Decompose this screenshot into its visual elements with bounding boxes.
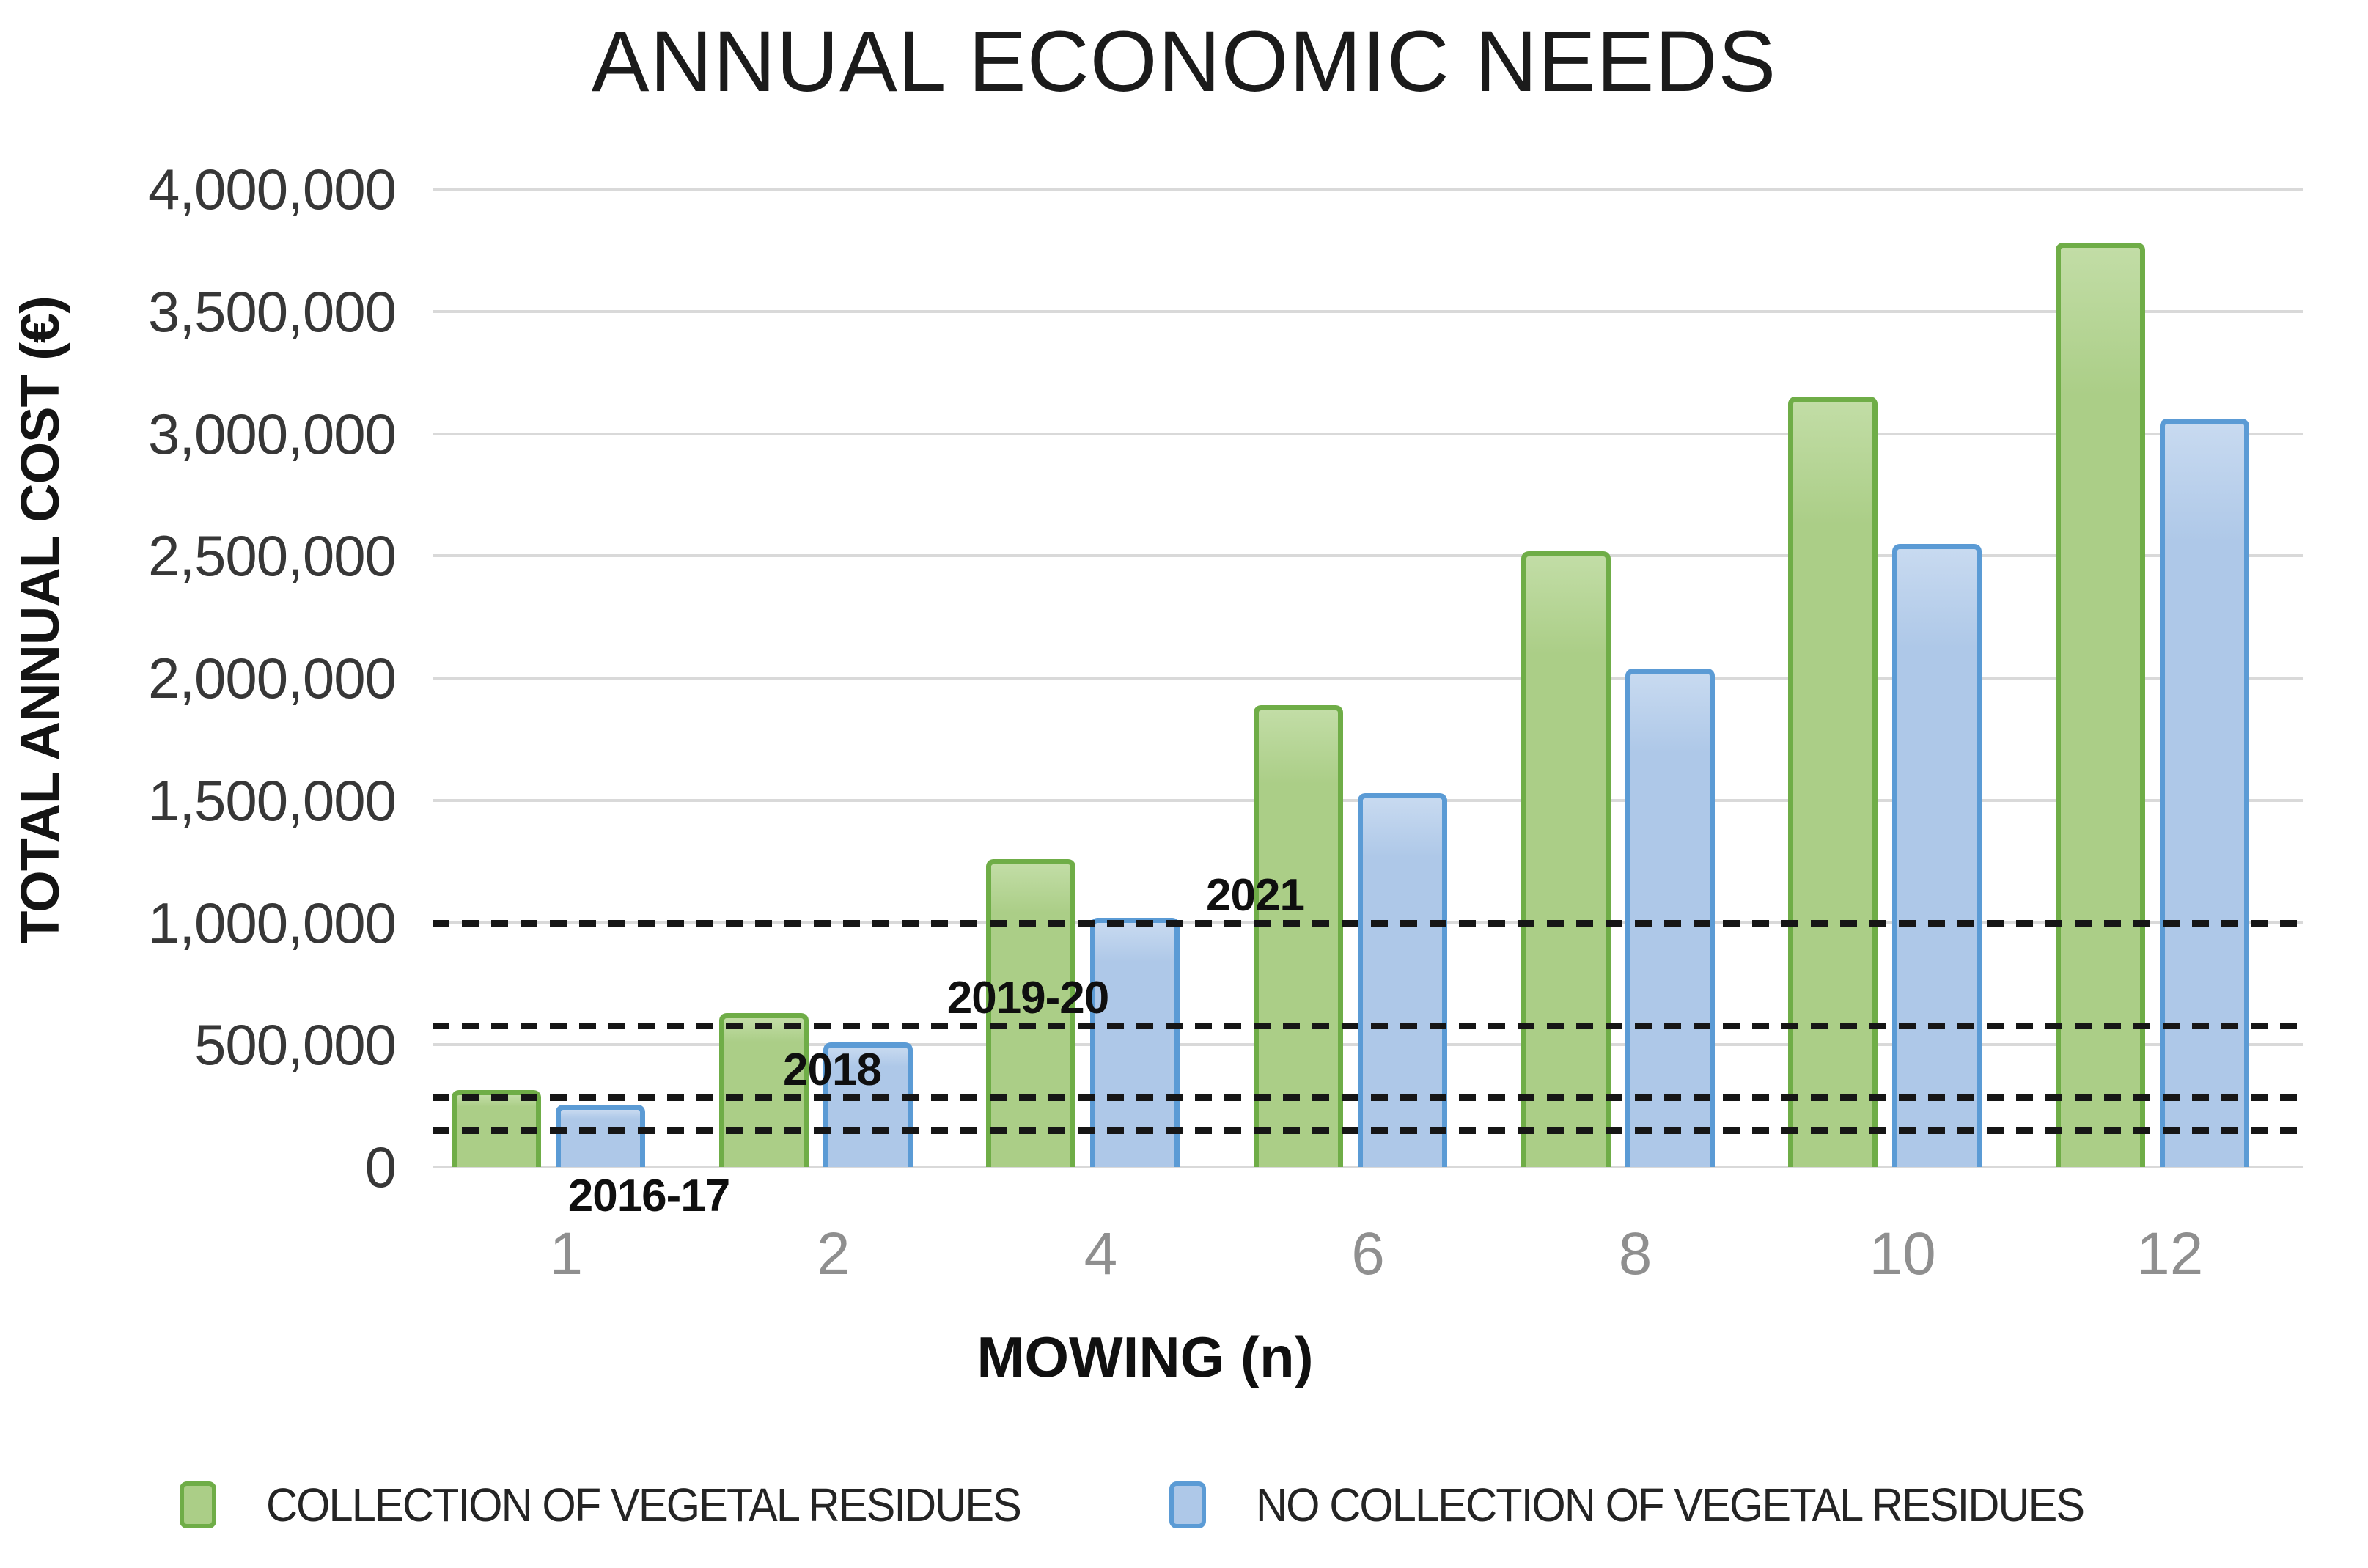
bar-collection-mowing-6: [1254, 704, 1343, 1167]
bar-no-collection-mowing-8: [1625, 668, 1715, 1167]
bar-collection-mowing-12: [2055, 243, 2145, 1167]
y-tick-label: 0: [364, 1135, 397, 1199]
reference-line-2016-17: [433, 1127, 2303, 1134]
y-tick-label: 2,500,000: [147, 523, 397, 589]
x-tick-label-12: 12: [2136, 1221, 2204, 1287]
reference-line-label-2016-17: 2016-17: [567, 1171, 731, 1221]
bar-no-collection-mowing-6: [1358, 792, 1447, 1167]
bar-collection-mowing-10: [1788, 397, 1878, 1167]
y-tick-label: 3,000,000: [147, 401, 397, 466]
y-tick-label: 1,000,000: [147, 890, 397, 955]
chart-title: ANNUAL ECONOMIC NEEDS: [591, 13, 1777, 110]
gridline: [433, 309, 2303, 313]
legend-swatch-green: [180, 1481, 216, 1528]
reference-line-label-2019-20: 2019-20: [946, 973, 1110, 1023]
bar-no-collection-mowing-12: [2159, 419, 2249, 1167]
legend-swatch-blue: [1169, 1481, 1206, 1528]
reference-line-label-2018: 2018: [783, 1045, 882, 1095]
gridline: [433, 677, 2303, 680]
bar-collection-mowing-8: [1521, 551, 1611, 1167]
x-tick-label-10: 10: [1869, 1221, 1936, 1287]
legend-item-no-collection: NO COLLECTION OF VEGETAL RESIDUES: [1169, 1479, 2146, 1531]
y-tick-label: 500,000: [194, 1012, 397, 1078]
bar-collection-mowing-4: [986, 858, 1076, 1167]
y-tick-label: 2,000,000: [147, 646, 397, 710]
bar-no-collection-mowing-10: [1892, 543, 1982, 1167]
legend-label: NO COLLECTION OF VEGETAL RESIDUES: [1256, 1479, 2085, 1531]
legend-label: COLLECTION OF VEGETAL RESIDUES: [266, 1479, 1022, 1531]
reference-line-2018: [433, 1094, 2303, 1101]
x-tick-label-2: 2: [817, 1221, 850, 1287]
y-tick-label: 1,500,000: [147, 768, 397, 833]
bar-no-collection-mowing-4: [1090, 917, 1180, 1167]
y-axis-title: TOTAL ANNUAL COST (€): [10, 296, 70, 944]
bar-no-collection-mowing-2: [823, 1042, 913, 1167]
bar-no-collection-mowing-1: [556, 1104, 646, 1167]
x-tick-label-8: 8: [1618, 1221, 1652, 1287]
y-tick-label: 4,000,000: [147, 157, 397, 221]
y-tick-label: 3,500,000: [147, 279, 397, 344]
gridline: [433, 1166, 2303, 1168]
reference-line-2019-20: [433, 1022, 2303, 1029]
legend-item-collection: COLLECTION OF VEGETAL RESIDUES: [180, 1479, 1077, 1531]
x-tick-label-4: 4: [1084, 1221, 1118, 1287]
x-axis-title: MOWING (n): [977, 1325, 1314, 1389]
reference-line-2021: [433, 919, 2303, 927]
bar-collection-mowing-2: [718, 1012, 809, 1167]
reference-line-label-2021: 2021: [1206, 870, 1305, 921]
gridline: [433, 188, 2303, 191]
x-tick-label-6: 6: [1351, 1221, 1385, 1287]
gridline: [433, 554, 2303, 558]
x-tick-label-1: 1: [549, 1221, 584, 1287]
gridline: [433, 432, 2303, 435]
